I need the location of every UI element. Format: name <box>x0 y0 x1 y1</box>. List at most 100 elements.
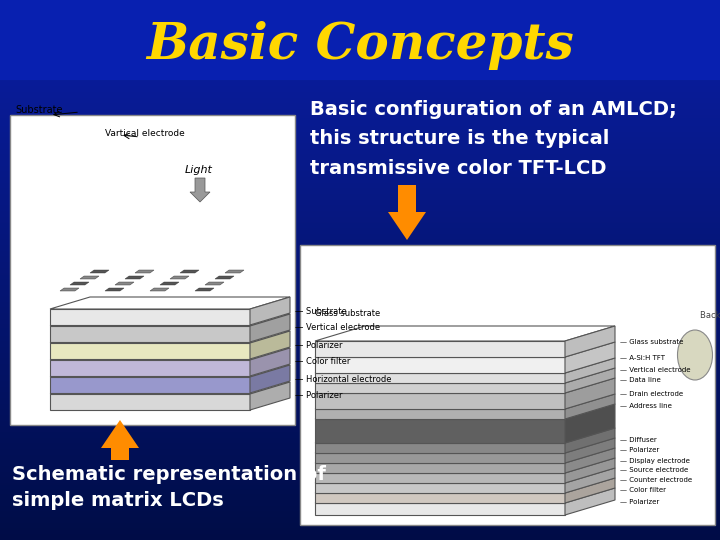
Text: — Vertical electrode: — Vertical electrode <box>620 368 690 374</box>
Polygon shape <box>315 358 615 373</box>
Text: Basic configuration of an AMLCD;
this structure is the typical
transmissive colo: Basic configuration of an AMLCD; this st… <box>310 100 677 178</box>
Polygon shape <box>315 342 615 357</box>
Polygon shape <box>565 394 615 419</box>
Polygon shape <box>388 212 426 240</box>
Polygon shape <box>50 365 290 377</box>
Text: — Color filter: — Color filter <box>620 488 666 494</box>
Polygon shape <box>315 448 615 463</box>
Text: Substrate: Substrate <box>15 105 63 115</box>
Bar <box>111 448 129 460</box>
Bar <box>0 0 720 50</box>
Polygon shape <box>115 282 134 285</box>
Polygon shape <box>225 270 244 273</box>
Bar <box>10 115 295 425</box>
Text: — Drain electrode: — Drain electrode <box>620 390 683 396</box>
Bar <box>398 185 416 212</box>
Polygon shape <box>315 394 615 409</box>
Polygon shape <box>565 468 615 493</box>
Polygon shape <box>50 394 250 410</box>
Text: — Color filter: — Color filter <box>295 357 351 367</box>
Polygon shape <box>315 473 565 483</box>
Polygon shape <box>125 276 144 279</box>
Polygon shape <box>315 438 615 453</box>
Polygon shape <box>50 348 290 360</box>
Text: — Diffuser: — Diffuser <box>620 437 657 443</box>
Text: — Polarizer: — Polarizer <box>295 392 343 401</box>
Polygon shape <box>315 378 615 393</box>
Text: — Polarizer: — Polarizer <box>620 498 660 504</box>
Polygon shape <box>50 360 250 376</box>
Polygon shape <box>250 331 290 359</box>
Polygon shape <box>315 453 565 463</box>
Polygon shape <box>105 288 124 291</box>
Polygon shape <box>315 478 615 493</box>
Polygon shape <box>315 458 615 473</box>
Text: — A-Si:H TFT: — A-Si:H TFT <box>620 354 665 361</box>
Polygon shape <box>315 357 565 373</box>
Polygon shape <box>135 270 154 273</box>
Polygon shape <box>565 368 615 393</box>
Polygon shape <box>565 448 615 473</box>
Polygon shape <box>315 428 615 443</box>
Polygon shape <box>195 288 214 291</box>
Polygon shape <box>565 478 615 503</box>
Text: — Address line: — Address line <box>620 403 672 409</box>
Polygon shape <box>315 393 565 409</box>
Polygon shape <box>90 270 109 273</box>
Text: — Polarizer: — Polarizer <box>295 341 343 349</box>
Polygon shape <box>60 288 79 291</box>
Polygon shape <box>315 443 565 453</box>
Text: — Glass substrate: — Glass substrate <box>620 339 683 345</box>
Polygon shape <box>565 378 615 409</box>
Polygon shape <box>315 463 565 473</box>
Polygon shape <box>250 297 290 325</box>
Polygon shape <box>315 341 565 357</box>
Polygon shape <box>101 420 139 448</box>
Polygon shape <box>315 383 565 393</box>
Polygon shape <box>315 419 565 443</box>
Text: — Display electrode: — Display electrode <box>620 457 690 463</box>
Polygon shape <box>565 358 615 383</box>
Polygon shape <box>190 178 210 202</box>
Polygon shape <box>315 404 615 419</box>
Polygon shape <box>160 282 179 285</box>
Polygon shape <box>50 326 250 342</box>
Polygon shape <box>565 438 615 463</box>
Polygon shape <box>250 365 290 393</box>
Text: Schematic representation of
simple matrix LCDs: Schematic representation of simple matri… <box>12 465 326 510</box>
Polygon shape <box>565 404 615 443</box>
Text: Back light: Back light <box>700 311 720 320</box>
Polygon shape <box>315 493 565 503</box>
Text: — Counter electrode: — Counter electrode <box>620 477 692 483</box>
Polygon shape <box>50 314 290 326</box>
Polygon shape <box>50 382 290 394</box>
Text: Vartical electrode: Vartical electrode <box>105 129 185 138</box>
Text: Basic Concepts: Basic Concepts <box>146 21 574 70</box>
Ellipse shape <box>678 330 713 380</box>
Polygon shape <box>565 342 615 373</box>
Polygon shape <box>205 282 224 285</box>
Text: Glass substrate: Glass substrate <box>315 309 380 318</box>
Text: — Data line: — Data line <box>620 377 661 383</box>
Text: — Vertical electrode: — Vertical electrode <box>295 323 380 333</box>
Polygon shape <box>315 409 565 419</box>
Polygon shape <box>80 276 99 279</box>
Polygon shape <box>565 488 615 515</box>
Polygon shape <box>250 348 290 376</box>
Polygon shape <box>180 270 199 273</box>
Polygon shape <box>315 326 615 341</box>
Text: — Polarizer: — Polarizer <box>620 448 660 454</box>
Polygon shape <box>70 282 89 285</box>
Text: Light: Light <box>185 165 213 175</box>
Polygon shape <box>50 331 290 343</box>
Bar <box>0 0 720 80</box>
Polygon shape <box>250 314 290 342</box>
Bar <box>300 245 715 525</box>
Polygon shape <box>565 428 615 453</box>
Polygon shape <box>150 288 169 291</box>
Polygon shape <box>565 458 615 483</box>
Polygon shape <box>315 373 565 383</box>
Polygon shape <box>215 276 234 279</box>
Polygon shape <box>250 382 290 410</box>
Polygon shape <box>315 483 565 493</box>
